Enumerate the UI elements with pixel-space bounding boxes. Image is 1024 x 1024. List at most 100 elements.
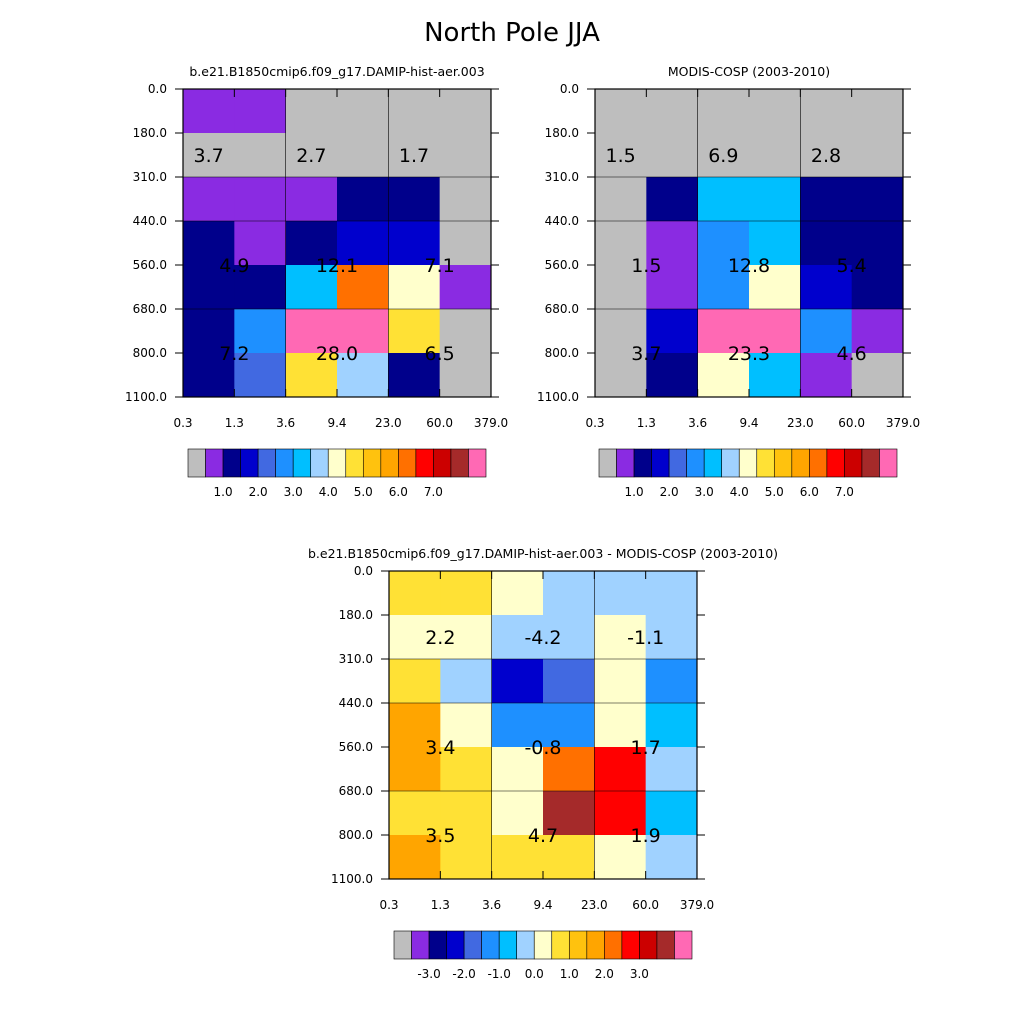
- colorbar-label: 1.0: [625, 485, 644, 499]
- heatmap-cell: [389, 571, 441, 616]
- heatmap-cell: [491, 615, 544, 660]
- colorbar-box: [398, 448, 417, 478]
- cell-annotation: -4.2: [524, 627, 561, 649]
- cell-annotation: 7.2: [219, 343, 249, 365]
- cell-annotation: 3.4: [425, 737, 455, 759]
- heatmap-cell: [389, 835, 441, 880]
- heatmap-cell: [389, 615, 441, 660]
- colorbar-box: [292, 448, 312, 478]
- colorbar-box: [433, 448, 452, 478]
- heatmap-cell: [851, 265, 904, 310]
- heatmap-cell: [440, 703, 493, 748]
- heatmap-cell: [337, 221, 389, 266]
- heatmap-cell: [491, 571, 544, 616]
- x-tick-label: 9.4: [533, 898, 552, 912]
- colorbar-box: [639, 930, 658, 960]
- colorbar-box: [240, 448, 259, 478]
- heatmap-cell: [645, 615, 698, 660]
- colorbar-box: [604, 930, 623, 960]
- heatmap-cell: [697, 177, 750, 222]
- colorbar-label: 3.0: [284, 485, 303, 499]
- heatmap-cell: [800, 177, 853, 222]
- panel-title: b.e21.B1850cmip6.f09_g17.DAMIP-hist-aer.…: [308, 546, 778, 561]
- colorbar-box: [656, 930, 675, 960]
- heatmap-cell: [183, 177, 235, 222]
- colorbar-label: 7.0: [424, 485, 443, 499]
- colorbar-label: 7.0: [835, 485, 854, 499]
- x-tick-label: 3.6: [688, 416, 707, 430]
- colorbar-label: 4.0: [319, 485, 338, 499]
- colorbar-box: [275, 448, 294, 478]
- x-tick-label: 9.4: [327, 416, 346, 430]
- colorbar-box: [809, 448, 828, 478]
- heatmap-cell: [285, 89, 338, 134]
- panel-title: b.e21.B1850cmip6.f09_g17.DAMIP-hist-aer.…: [189, 64, 484, 79]
- heatmap-cell: [388, 265, 441, 310]
- cell-annotation: 6.5: [425, 343, 455, 365]
- colorbar-label: 0.0: [525, 967, 544, 981]
- colorbar-box: [703, 448, 723, 478]
- cell-annotation: 4.9: [219, 255, 249, 277]
- heatmap-cell: [439, 133, 492, 178]
- cell-annotation: 12.1: [316, 255, 358, 277]
- y-tick-label: 310.0: [339, 652, 373, 666]
- heatmap-cell: [439, 265, 492, 310]
- heatmap-cell: [595, 265, 647, 310]
- cell-annotation: 1.5: [606, 145, 636, 167]
- cell-annotation: 1.7: [399, 145, 429, 167]
- colorbar-box: [861, 448, 880, 478]
- heatmap-cell: [389, 703, 441, 748]
- cell-annotation: 1.7: [631, 737, 661, 759]
- colorbar-box: [826, 448, 845, 478]
- heatmap-cell: [388, 353, 441, 398]
- heatmap-cell: [851, 309, 904, 354]
- heatmap-cell: [749, 309, 801, 354]
- heatmap-cell: [851, 353, 904, 398]
- heatmap-cell: [440, 615, 493, 660]
- colorbar-label: -1.0: [487, 967, 510, 981]
- colorbar-box: [450, 448, 469, 478]
- colorbar-box: [516, 930, 535, 960]
- heatmap-cell: [491, 747, 544, 792]
- colorbar-label: 2.0: [595, 967, 614, 981]
- colorbar: 1.0 2.0 3.0 4.0 5.0 6.0 7.0: [187, 448, 487, 499]
- heatmap-cell: [439, 221, 492, 266]
- heatmap-cell: [388, 133, 441, 178]
- colorbar-box: [380, 448, 399, 478]
- heatmap-cell: [594, 791, 647, 836]
- heatmap-cell: [388, 89, 441, 134]
- heatmap-cell: [285, 221, 338, 266]
- colorbar-box: [738, 448, 758, 478]
- x-tick-label: 23.0: [581, 898, 608, 912]
- cell-annotation: 3.7: [631, 343, 661, 365]
- heatmap-cell: [594, 659, 647, 704]
- x-tick-label: 0.3: [379, 898, 398, 912]
- heatmap-cell: [388, 221, 441, 266]
- heatmap-cell: [440, 747, 493, 792]
- heatmap-cell: [439, 353, 492, 398]
- heatmap-cell: [337, 133, 389, 178]
- heatmap-cell: [595, 177, 647, 222]
- colorbar: 1.0 2.0 3.0 4.0 5.0 6.0 7.0: [598, 448, 898, 499]
- cell-annotation: 2.7: [296, 145, 326, 167]
- heatmap-cell: [440, 571, 493, 616]
- panel-title: MODIS-COSP (2003-2010): [668, 64, 830, 79]
- cell-annotation: 4.6: [837, 343, 867, 365]
- heatmap-cell: [800, 133, 853, 178]
- colorbar-box: [551, 930, 570, 960]
- heatmap-cell: [440, 659, 493, 704]
- colorbar-label: 3.0: [695, 485, 714, 499]
- colorbar-box: [651, 448, 670, 478]
- heatmap-cell: [234, 133, 287, 178]
- colorbar-box: [415, 448, 434, 478]
- heatmap-cell: [491, 703, 544, 748]
- heatmap-cell: [491, 659, 544, 704]
- colorbar-label: 5.0: [354, 485, 373, 499]
- colorbar-box: [721, 448, 740, 478]
- heatmap-cell: [697, 221, 750, 266]
- colorbar-box: [257, 448, 276, 478]
- heatmap-cell: [595, 133, 647, 178]
- heatmap-cell: [697, 133, 750, 178]
- cell-annotation: 2.2: [425, 627, 455, 649]
- heatmap-panel-2: MODIS-COSP (2003-2010) 0.3 1.3 3.6 9.4 23.0 60…: [537, 64, 920, 499]
